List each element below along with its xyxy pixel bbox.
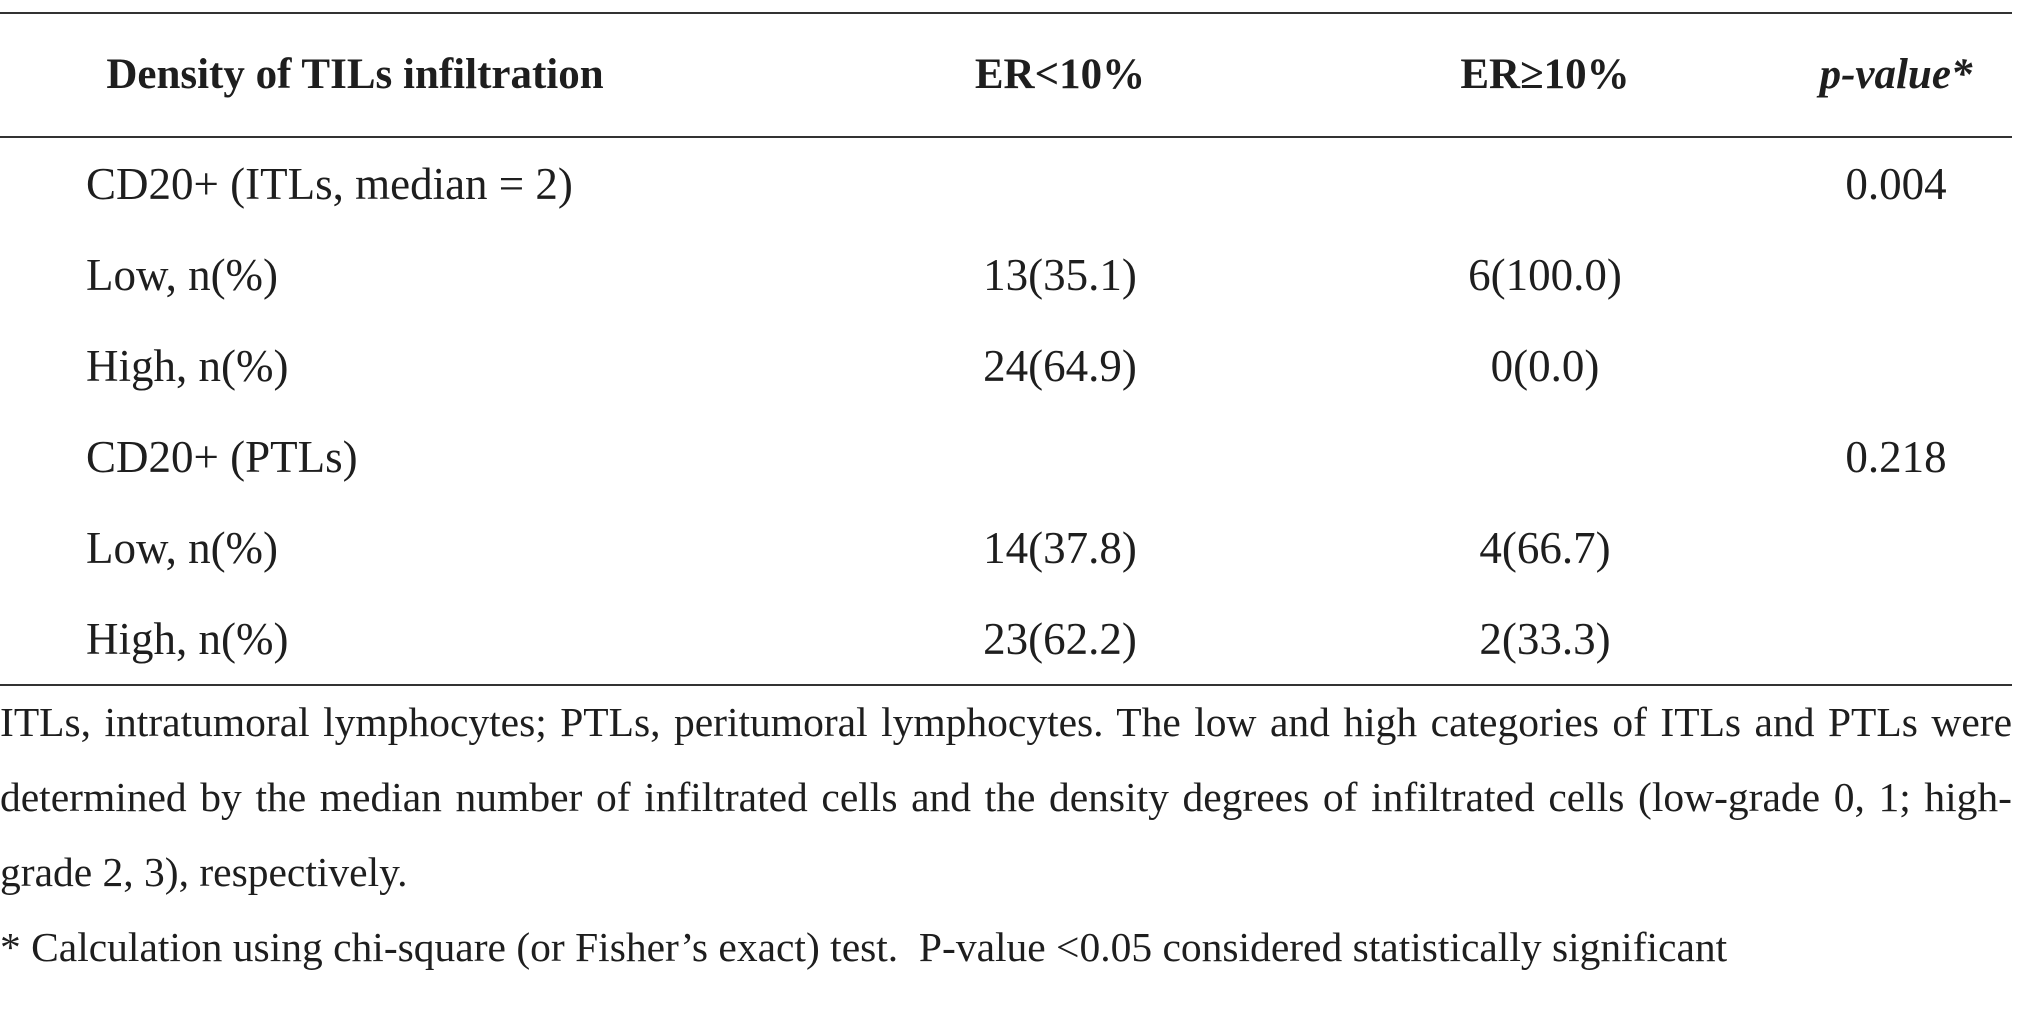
- cell-er-high: 2(33.3): [1479, 613, 1611, 664]
- cell-er-low: 13(35.1): [983, 249, 1137, 300]
- header-er-low: ER<10%: [974, 51, 1146, 98]
- row-label: CD20+ (ITLs, median = 2): [86, 158, 573, 209]
- cell-er-low: 23(62.2): [983, 613, 1137, 664]
- cell-er-high: 4(66.7): [1479, 522, 1611, 573]
- abbreviation-footnote: ITLs, intratumoral lymphocytes; PTLs, pe…: [0, 699, 2012, 895]
- cell-er-high: [1310, 137, 1780, 229]
- significance-footnote: * Calculation using chi-square (or Fishe…: [0, 924, 1728, 970]
- header-density-of-tils: Density of TILs infiltration: [106, 51, 604, 98]
- header-p-value: p-value*: [1819, 51, 1973, 98]
- header-row: Density of TILs infiltration ER<10% ER≥1…: [0, 13, 2012, 137]
- cell-er-high: 0(0.0): [1490, 340, 1600, 391]
- cell-er-low: 24(64.9): [983, 340, 1137, 391]
- cell-er-high: [1310, 411, 1780, 502]
- row-label: High, n(%): [86, 613, 289, 664]
- table-row: CD20+ (PTLs) 0.218: [0, 411, 2012, 502]
- cell-p-value: 0.004: [1845, 158, 1947, 209]
- cell-er-high: 6(100.0): [1468, 249, 1622, 300]
- cell-p-value: [1780, 229, 2012, 320]
- table-header: Density of TILs infiltration ER<10% ER≥1…: [0, 13, 2012, 137]
- table-row: Low, n(%) 14(37.8) 4(66.7): [0, 502, 2012, 593]
- table-footnotes: ITLs, intratumoral lymphocytes; PTLs, pe…: [0, 685, 2012, 985]
- row-label: Low, n(%): [86, 522, 279, 573]
- cell-p-value: [1780, 593, 2012, 685]
- table-body: CD20+ (ITLs, median = 2) 0.004 Low, n(%)…: [0, 137, 2012, 685]
- header-er-high: ER≥10%: [1460, 51, 1630, 98]
- results-table: Density of TILs infiltration ER<10% ER≥1…: [0, 12, 2012, 686]
- cell-er-low: [710, 137, 1310, 229]
- cell-p-value: [1780, 320, 2012, 411]
- cell-er-low: [710, 411, 1310, 502]
- results-table-container: Density of TILs infiltration ER<10% ER≥1…: [0, 12, 2012, 686]
- row-label: Low, n(%): [86, 249, 279, 300]
- table-row: Low, n(%) 13(35.1) 6(100.0): [0, 229, 2012, 320]
- table-row: High, n(%) 24(64.9) 0(0.0): [0, 320, 2012, 411]
- cell-er-low: 14(37.8): [983, 522, 1137, 573]
- table-row: High, n(%) 23(62.2) 2(33.3): [0, 593, 2012, 685]
- cell-p-value: 0.218: [1845, 431, 1947, 482]
- cell-p-value: [1780, 502, 2012, 593]
- row-label: High, n(%): [86, 340, 289, 391]
- table-row: CD20+ (ITLs, median = 2) 0.004: [0, 137, 2012, 229]
- row-label: CD20+ (PTLs): [86, 431, 358, 482]
